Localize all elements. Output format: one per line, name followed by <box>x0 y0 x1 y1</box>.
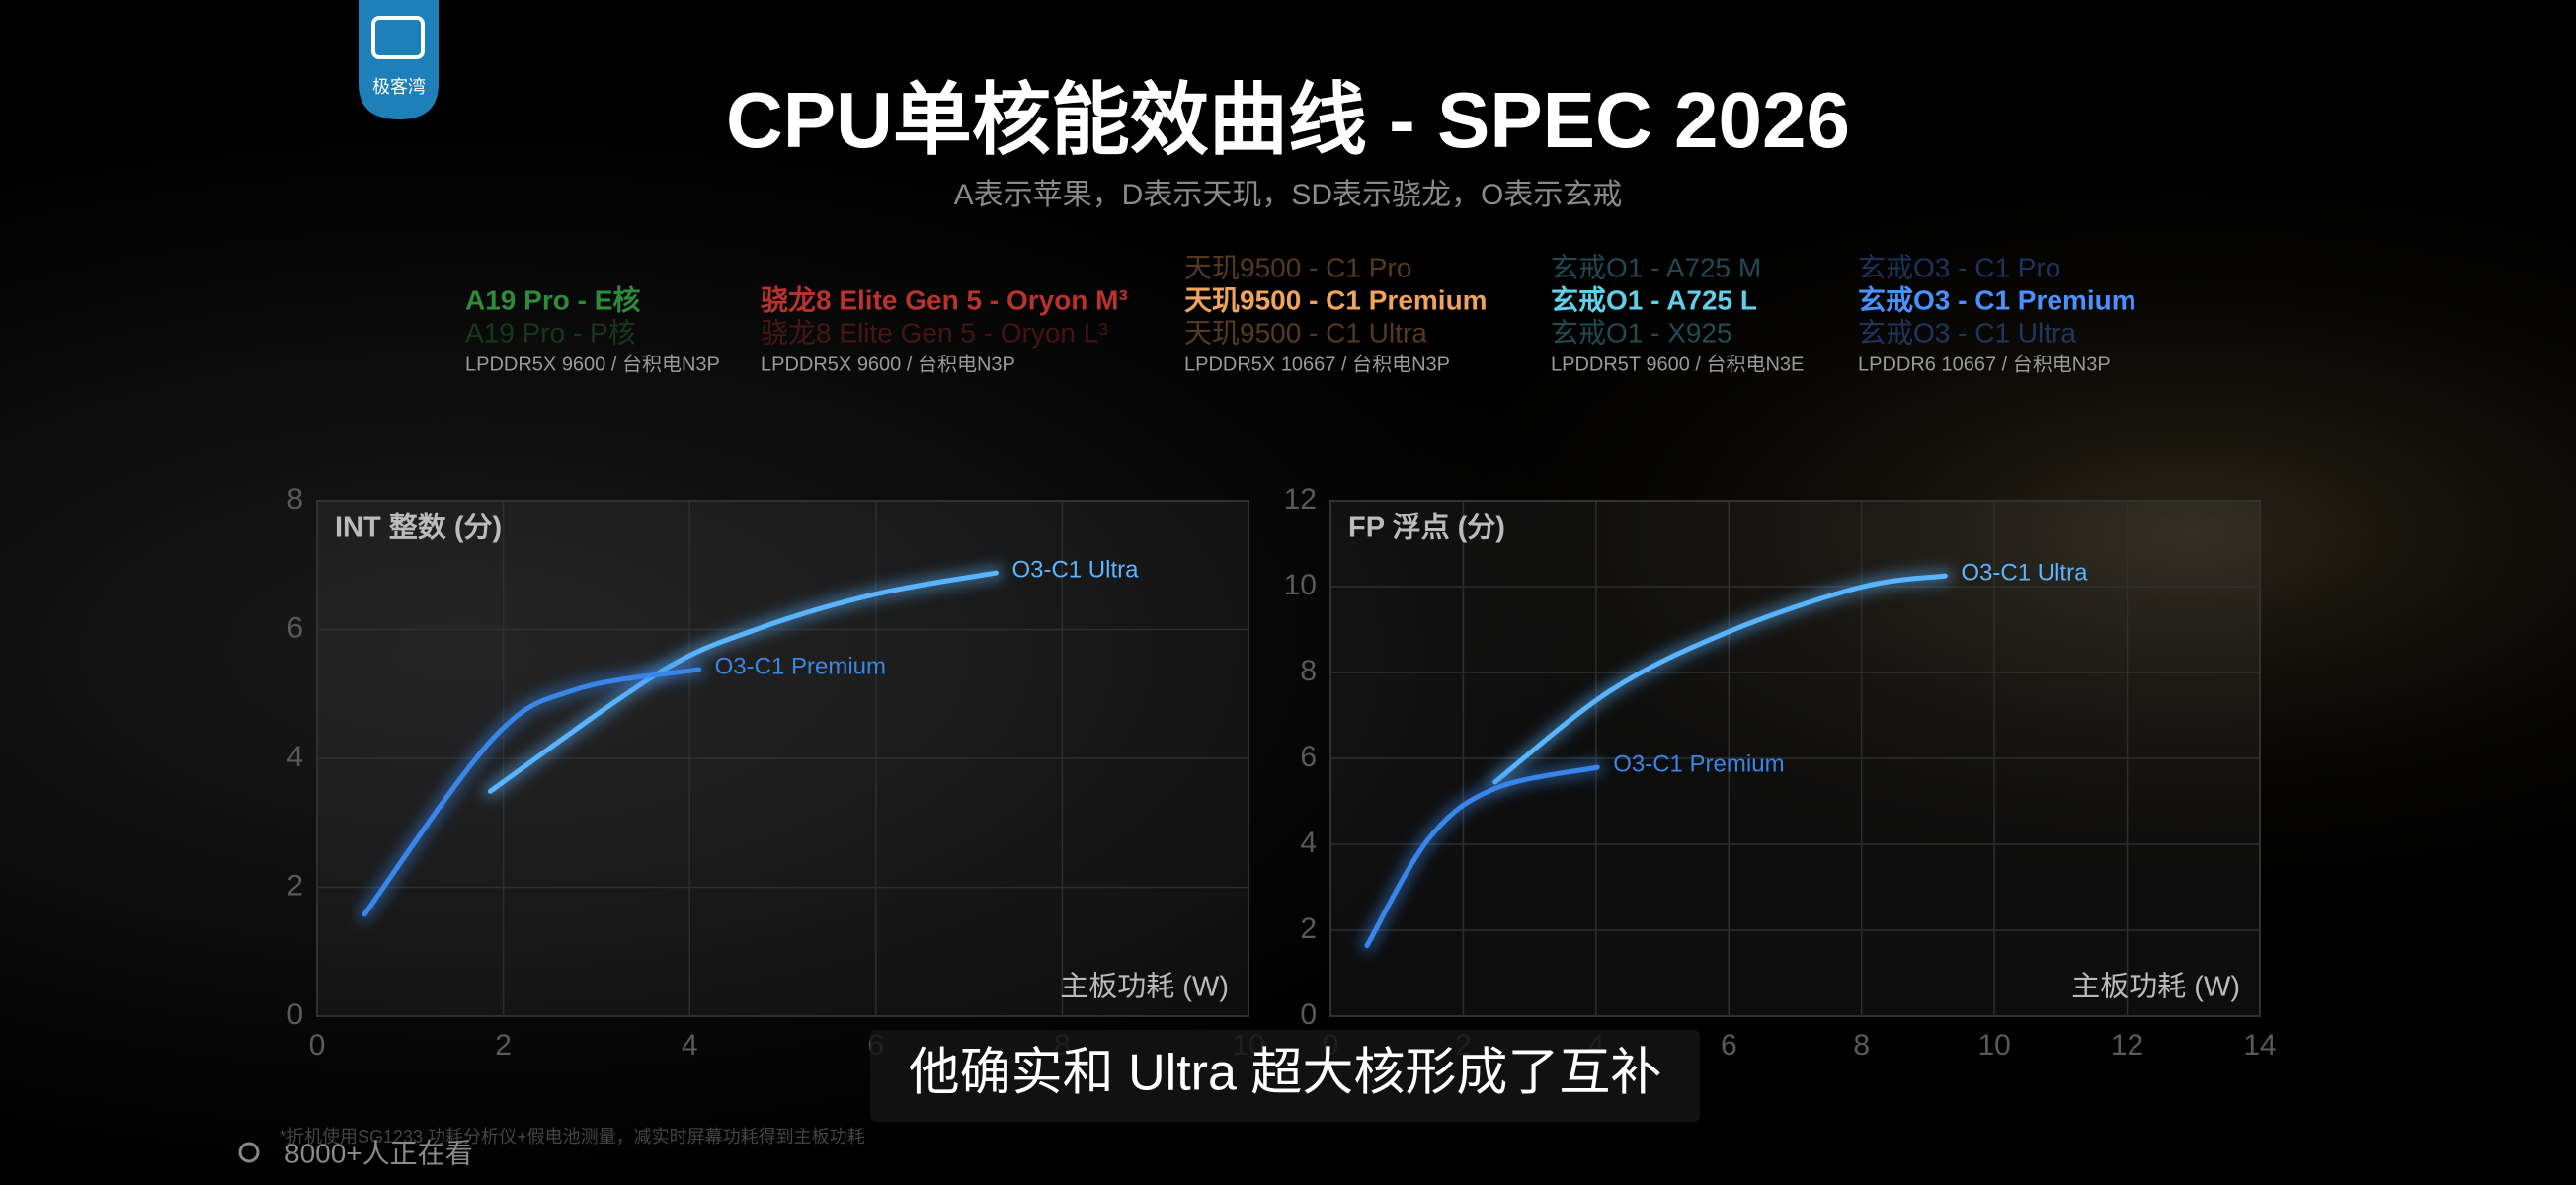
series-line <box>362 667 702 917</box>
x-axis-label: 主板功耗 (W) <box>1060 971 1229 1003</box>
x-tick-label: 10 <box>1977 1029 2010 1062</box>
legend-item: A19 Pro - E核 <box>465 284 640 315</box>
y-tick-label: 4 <box>1300 827 1317 859</box>
legend-item: 玄戒O3 - C1 Pro <box>1858 252 2060 282</box>
legend-item: 玄戒O1 - X925 <box>1551 317 1732 348</box>
x-tick-label: 12 <box>2111 1029 2143 1062</box>
y-tick-label: 10 <box>1284 569 1317 601</box>
logo-text: 极客湾 <box>372 77 426 97</box>
legend-memory: LPDDR5X 9600 / 台积电N3P <box>761 353 1015 375</box>
legend-item: 天玑9500 - C1 Ultra <box>1184 317 1427 348</box>
chart: 024680246810INT 整数 (分)主板功耗 (W)O3-C1 Ultr… <box>286 483 1264 1062</box>
legend-item: 玄戒O1 - A725 M <box>1551 252 1761 282</box>
x-tick-label: 6 <box>1721 1029 1737 1062</box>
viewers-icon <box>238 1142 260 1163</box>
legend-item: 天玑9500 - C1 Pro <box>1184 252 1411 282</box>
logo-icon <box>371 16 425 59</box>
legend-item: 天玑9500 - C1 Premium <box>1184 284 1488 315</box>
x-axis-label: 主板功耗 (W) <box>2071 971 2240 1003</box>
x-tick-label: 4 <box>682 1029 698 1062</box>
y-tick-label: 0 <box>1300 998 1317 1031</box>
y-tick-label: 6 <box>286 611 303 644</box>
caption: 他确实和 Ultra 超大核形成了互补 <box>909 1045 1662 1102</box>
logo-badge <box>359 0 439 119</box>
charts: 0 2 4 6 8 0 2 4 6 8 10 INT 整数 (分) 主板功耗 (W) O3-C1 Ultr… <box>286 483 2276 1062</box>
y-tick-label: 2 <box>286 869 303 902</box>
series-label: O3-C1 Ultra <box>1011 556 1139 583</box>
title: CPU单核能效曲线 - SPEC 2026 <box>726 76 1850 164</box>
y-tick-label: 8 <box>286 483 303 515</box>
legend-item: 玄戒O3 - C1 Premium <box>1858 283 2136 315</box>
legend-item: 骁龙8 Elite Gen 5 - Oryon L³ <box>761 317 1108 348</box>
series-label: O3-C1 Premium <box>715 653 886 679</box>
series-label: O3-C1 Premium <box>1613 750 1784 777</box>
legend-item: A19 Pro - P核 <box>465 317 636 348</box>
footnote: *折机使用SG1233 功耗分析仪+假电池测量，减实时屏幕功耗得到主板功耗 <box>280 1127 865 1146</box>
chart-title: INT 整数 (分) <box>335 512 502 544</box>
x-tick-label: 0 <box>309 1029 326 1062</box>
legend-memory: LPDDR5X 9600 / 台积电N3P <box>465 353 720 375</box>
caption-box <box>870 1030 1700 1122</box>
series-line <box>1492 573 1948 785</box>
series-line <box>487 570 999 794</box>
legend-memory: LPDDR5T 9600 / 台积电N3E <box>1551 353 1804 375</box>
y-tick-label: 12 <box>1284 483 1317 515</box>
chart: 02468101202468101214FP 浮点 (分)主板功耗 (W)O3-… <box>1284 483 2277 1062</box>
x-tick-label: 2 <box>495 1029 512 1062</box>
x-tick-label: 14 <box>2243 1029 2276 1062</box>
y-tick-label: 4 <box>286 741 303 773</box>
legend-item: 骁龙8 Elite Gen 5 - Oryon M³ <box>761 284 1128 315</box>
subtitle: A表示苹果，D表示天玑，SD表示骁龙，O表示玄戒 <box>954 179 1623 211</box>
legend-item: 玄戒O1 - A725 L <box>1551 283 1757 315</box>
y-tick-label: 8 <box>1300 655 1317 687</box>
series-line <box>1364 764 1600 949</box>
y-tick-label: 0 <box>286 998 303 1031</box>
y-tick-label: 6 <box>1300 741 1317 773</box>
chart-title: FP 浮点 (分) <box>1348 512 1505 544</box>
legend-memory: LPDDR5X 10667 / 台积电N3P <box>1184 353 1450 375</box>
x-tick-label: 8 <box>1853 1029 1870 1062</box>
y-tick-label: 2 <box>1300 912 1317 945</box>
series-label: O3-C1 Ultra <box>1961 559 2088 586</box>
viewers: 8000+人正在看 <box>284 1138 473 1168</box>
legend-item: 玄戒O3 - C1 Ultra <box>1858 317 2076 348</box>
legend-memory: LPDDR6 10667 / 台积电N3P <box>1858 353 2111 375</box>
